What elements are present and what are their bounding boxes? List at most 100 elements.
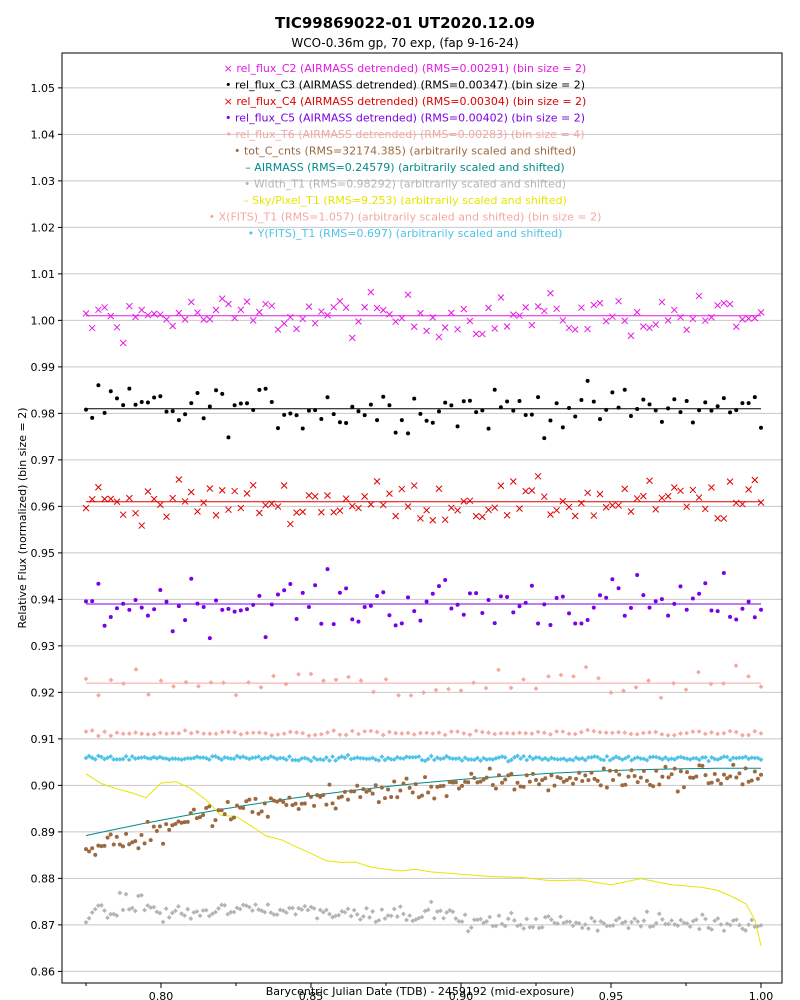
data-point <box>391 757 397 762</box>
data-point <box>446 686 451 692</box>
marker-stroke <box>547 511 554 518</box>
data-point <box>228 909 234 915</box>
data-point <box>114 756 120 762</box>
marker-stroke <box>175 309 183 317</box>
legend-symbol: • <box>209 211 219 224</box>
marker-stroke <box>516 505 523 512</box>
data-point <box>222 812 227 817</box>
legend-entry: • Width_T1 (RMS=0.98292) (arbitrarily sc… <box>244 178 566 191</box>
data-point <box>123 891 129 897</box>
data-point <box>314 915 320 921</box>
data-point <box>395 795 400 800</box>
data-point <box>170 629 175 634</box>
data-point <box>417 309 424 317</box>
marker-stroke <box>324 492 331 499</box>
data-point <box>504 730 510 736</box>
data-point <box>218 487 226 494</box>
data-point <box>658 298 666 306</box>
data-point <box>684 607 689 612</box>
data-point <box>83 755 89 761</box>
data-point <box>547 511 554 518</box>
data-point <box>695 494 703 501</box>
data-point <box>331 412 336 417</box>
data-point <box>460 783 465 788</box>
marker-stroke <box>429 314 437 321</box>
data-point <box>603 730 609 736</box>
data-point <box>249 481 257 489</box>
data-point <box>617 772 622 777</box>
data-point <box>111 757 117 762</box>
data-point <box>654 768 659 773</box>
data-point <box>342 304 350 312</box>
data-point <box>101 304 108 311</box>
data-point <box>342 789 347 794</box>
data-point <box>560 594 565 599</box>
data-point <box>732 499 740 507</box>
data-point <box>596 490 604 498</box>
data-point <box>480 408 485 413</box>
marker-stroke <box>571 512 579 520</box>
y-tick-label: 0.92 <box>31 686 56 699</box>
data-point <box>225 300 232 308</box>
marker-stroke <box>441 516 449 524</box>
data-point <box>226 435 231 440</box>
data-point <box>639 323 647 330</box>
data-point <box>176 756 181 762</box>
data-point <box>632 774 637 779</box>
marker-stroke <box>472 512 480 520</box>
data-point <box>749 917 755 923</box>
data-point <box>652 321 660 328</box>
data-point <box>456 918 462 924</box>
data-point <box>425 907 431 913</box>
data-point <box>379 306 387 314</box>
data-point <box>362 728 368 734</box>
data-point <box>268 500 276 508</box>
data-point <box>407 754 413 760</box>
data-point <box>429 516 437 524</box>
marker-stroke <box>169 494 177 502</box>
data-point <box>320 909 326 915</box>
data-point <box>152 607 157 612</box>
marker-stroke <box>169 322 177 330</box>
data-point <box>737 771 742 776</box>
data-point <box>759 607 763 612</box>
data-point <box>120 907 126 913</box>
data-point <box>540 307 548 315</box>
plot-area <box>82 288 765 946</box>
y-axis-label: Relative Flux (normalized) (bin size = 2… <box>16 407 29 628</box>
data-point <box>659 731 665 737</box>
marker-stroke <box>404 503 412 510</box>
data-point <box>616 405 621 410</box>
data-point <box>629 768 634 773</box>
data-point <box>317 308 325 315</box>
data-point <box>527 754 533 760</box>
data-point <box>465 928 471 934</box>
data-point <box>746 401 751 406</box>
data-point <box>518 756 523 762</box>
marker-stroke <box>528 321 536 329</box>
data-point <box>361 787 366 792</box>
data-point <box>614 768 619 773</box>
data-point <box>523 600 528 605</box>
data-point <box>638 923 644 929</box>
data-point <box>324 492 331 499</box>
data-point <box>139 892 144 898</box>
data-point <box>275 732 281 737</box>
data-point <box>610 390 615 395</box>
data-point <box>274 912 280 918</box>
data-point <box>471 680 476 686</box>
data-point <box>650 923 656 929</box>
data-point <box>678 731 683 736</box>
marker-stroke <box>392 512 399 520</box>
data-point <box>249 317 257 324</box>
data-point <box>508 685 514 691</box>
data-point <box>376 800 381 805</box>
data-point <box>107 495 115 503</box>
data-point <box>491 325 499 332</box>
data-point <box>231 314 238 322</box>
data-point <box>274 756 280 762</box>
marker-stroke <box>113 498 121 506</box>
data-point <box>608 690 614 695</box>
data-point <box>604 785 609 790</box>
data-point <box>703 916 708 922</box>
